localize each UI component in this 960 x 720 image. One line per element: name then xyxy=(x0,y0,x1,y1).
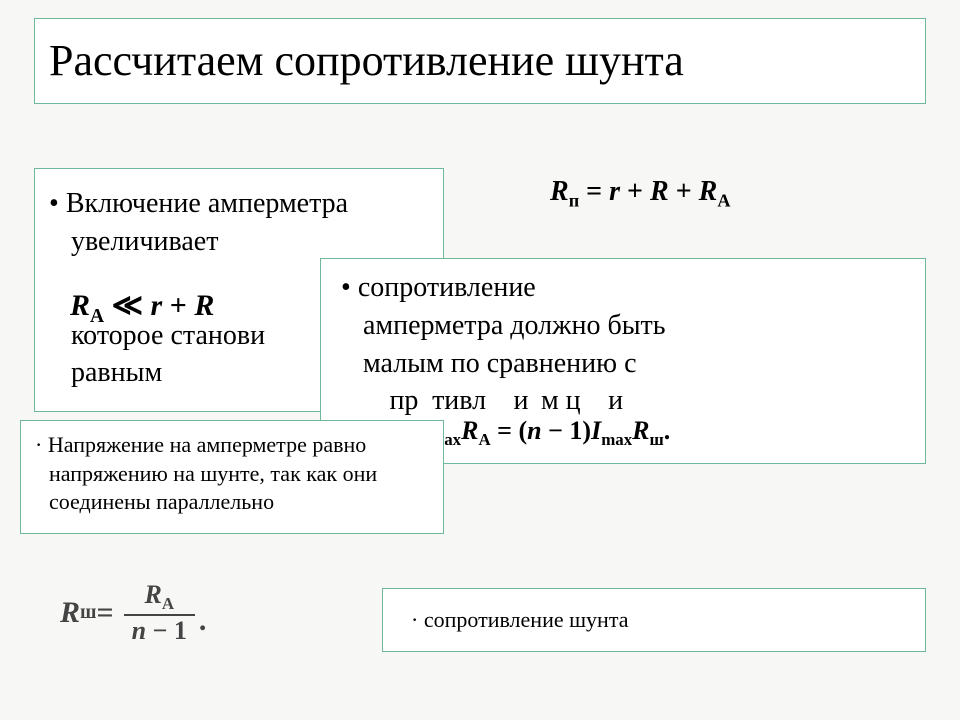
ftr-R2: R xyxy=(650,176,669,207)
left-l1-text: Включение амперметра xyxy=(66,188,348,219)
formula-ra: RA ≪ r + R xyxy=(70,288,214,328)
bottom-right-panel: сопротивление шунта xyxy=(382,588,926,652)
ff-dot: . xyxy=(195,604,207,646)
bottom-left-panel: Напряжение на амперметре равно напряжени… xyxy=(20,420,444,534)
r-l4a: пр xyxy=(389,385,418,416)
fa-subA: A xyxy=(90,306,104,327)
r-l1: сопротивление xyxy=(358,272,536,303)
title-box: Рассчитаем сопротивление шунта xyxy=(34,18,926,104)
fm-n: n xyxy=(527,416,541,445)
r-l4b: тивл xyxy=(432,385,486,416)
fa-op: ≪ xyxy=(104,289,150,322)
right-l3: малым по сравнению с xyxy=(341,345,911,383)
ff-denN: n xyxy=(132,616,146,645)
right-l2: амперметра должно быть xyxy=(341,307,911,345)
r-l4e: и xyxy=(608,385,623,416)
bl-l3: соединены параллельно xyxy=(35,488,429,517)
ftr-subP: п xyxy=(569,191,579,211)
fm-I2: I xyxy=(591,416,601,445)
br-text: сопротивление шунта xyxy=(411,607,628,633)
r-l4d: м ц xyxy=(541,385,581,416)
fm-max2: max xyxy=(601,430,632,449)
formula-shunt: Rш = RA n − 1 . xyxy=(60,580,206,646)
left-line2: увеличивает xyxy=(49,223,429,261)
formula-mid: ImaxRA = (n − 1)ImaxRш. xyxy=(420,416,670,450)
ftr-eq: = xyxy=(579,176,609,207)
fraction: RA n − 1 xyxy=(124,580,195,646)
ftr-R3: R xyxy=(699,176,718,207)
bl-l1: Напряжение на амперметре равно xyxy=(35,431,429,460)
fm-min: − 1) xyxy=(542,416,591,445)
fm-R1: R xyxy=(461,416,478,445)
left-line1: Включение амперметра xyxy=(49,185,429,223)
formula-rp: Rп = r + R + RA xyxy=(550,176,731,212)
fm-subSh: ш xyxy=(650,430,664,449)
r-l4c: и xyxy=(514,385,529,416)
ftr-p1: + xyxy=(620,176,650,207)
fm-dot: . xyxy=(664,416,671,445)
fa-R2: R xyxy=(194,289,214,322)
fm-R2: R xyxy=(632,416,649,445)
right-l4: сопротивлением цепи xyxy=(341,382,911,420)
ff-sub: ш xyxy=(80,602,96,624)
fa-plus: + xyxy=(162,289,194,322)
fa-r: r xyxy=(151,289,163,322)
ff-R: R xyxy=(60,596,80,630)
fm-subA: A xyxy=(478,430,490,449)
br-t: сопротивление шунта xyxy=(424,607,629,632)
bl-l1-t: Напряжение на амперметре равно xyxy=(48,432,366,457)
bl-l2: напряжению на шунте, так как они xyxy=(35,460,429,489)
ff-numR: R xyxy=(144,580,161,609)
title-text: Рассчитаем сопротивление шунта xyxy=(49,37,684,85)
frac-den: n − 1 xyxy=(124,616,195,646)
ftr-r: r xyxy=(609,176,620,207)
ftr-subA: A xyxy=(717,191,730,211)
fm-eq: = ( xyxy=(491,416,527,445)
ftr-p2: + xyxy=(669,176,699,207)
frac-num: RA xyxy=(136,580,182,614)
ftr-R: R xyxy=(550,176,569,207)
fa-R: R xyxy=(70,289,90,322)
ff-eq: = xyxy=(96,596,113,630)
right-l1: сопротивление xyxy=(341,269,911,307)
ff-numSub: A xyxy=(162,594,174,613)
ff-denOp: − 1 xyxy=(146,616,187,645)
